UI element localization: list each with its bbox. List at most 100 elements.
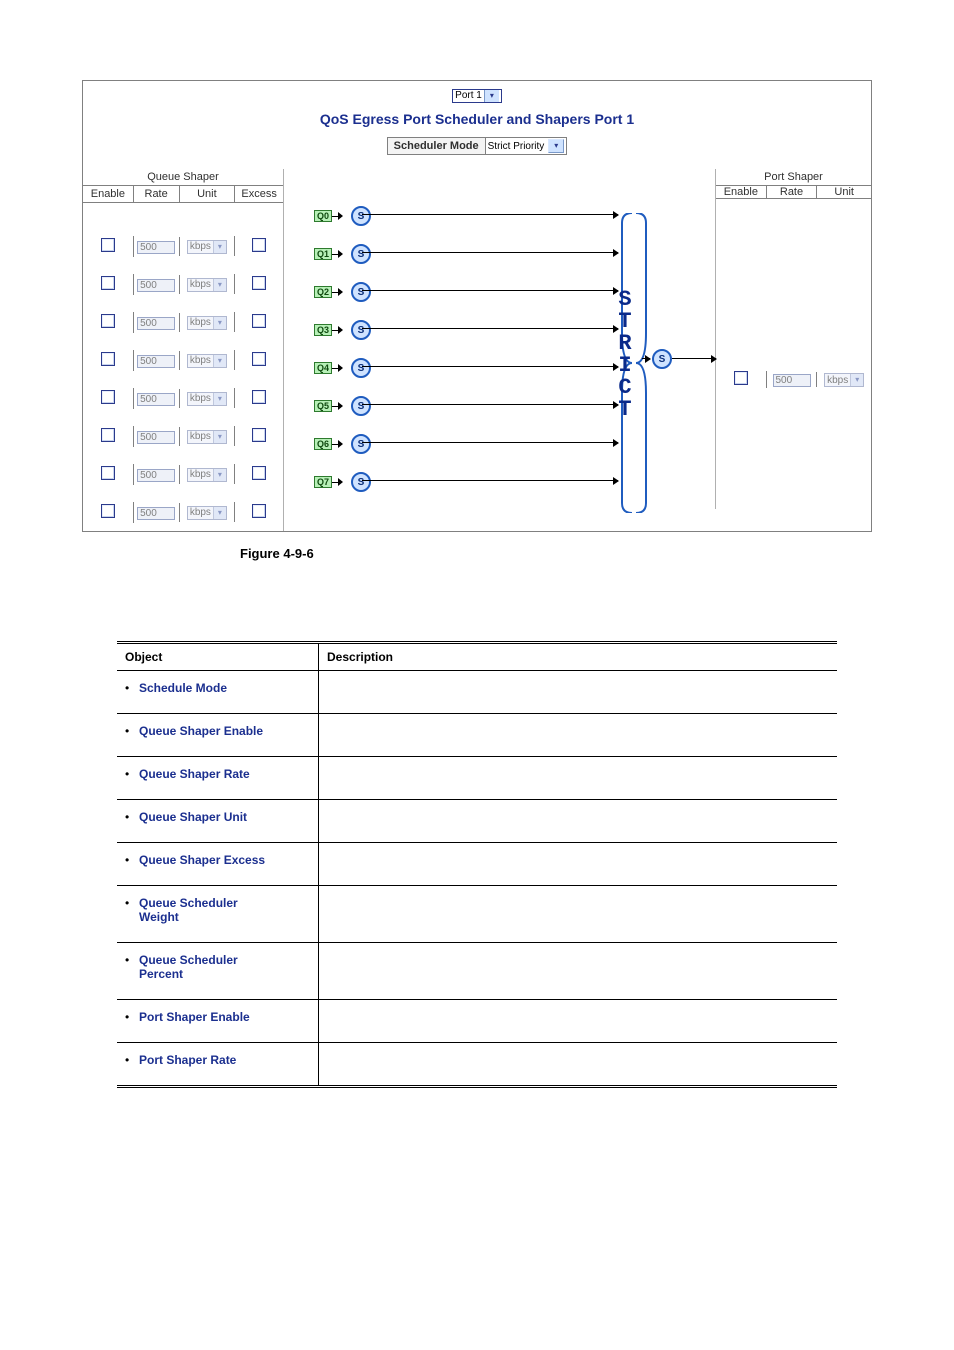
queue-enable-checkbox[interactable]	[101, 466, 115, 480]
cell-rate: 500	[134, 313, 180, 332]
queue-enable-checkbox[interactable]	[101, 504, 115, 518]
queue-unit-select[interactable]: kbps▾	[187, 316, 227, 330]
queue-shaper-rows: 500kbps▾500kbps▾500kbps▾500kbps▾500kbps▾…	[83, 203, 283, 531]
queue-shaper-title: Queue Shaper	[83, 169, 283, 186]
desc-object-cell: • Queue Shaper Excess	[117, 843, 319, 886]
cell-excess	[235, 388, 283, 409]
unit-value: kbps	[190, 469, 211, 480]
queue-enable-checkbox[interactable]	[101, 314, 115, 328]
queue-excess-checkbox[interactable]	[252, 238, 266, 252]
queue-rate-input[interactable]: 500	[137, 469, 175, 482]
queue-unit-select[interactable]: kbps▾	[187, 506, 227, 520]
scheduler-mode-value: Strict Priority	[488, 141, 545, 152]
queue-node: Q2S	[314, 282, 371, 302]
chevron-down-icon: ▾	[213, 317, 226, 329]
unit-value: kbps	[190, 393, 211, 404]
queue-enable-checkbox[interactable]	[101, 276, 115, 290]
cell-unit: kbps▾	[180, 236, 236, 256]
queue-rate-input[interactable]: 500	[137, 355, 175, 368]
cell-enable	[83, 388, 134, 409]
scheduler-mode-select[interactable]: Strict Priority ▾	[485, 137, 568, 155]
queue-unit-select[interactable]: kbps▾	[187, 240, 227, 254]
queue-unit-select[interactable]: kbps▾	[187, 354, 227, 368]
cell-unit: kbps▾	[180, 388, 236, 408]
cell-excess	[235, 312, 283, 333]
output-shaper-node: S	[652, 349, 672, 369]
port-shaper-unit-select[interactable]: kbps ▾	[824, 373, 864, 387]
port-shaper-rate-input[interactable]: 500	[773, 374, 811, 387]
queue-node: Q1S	[314, 244, 371, 264]
arrow-icon	[338, 250, 343, 258]
desc-description-cell	[319, 1000, 838, 1043]
port-shaper-enable-checkbox[interactable]	[734, 371, 748, 385]
desc-row: • Queue Shaper Enable	[117, 714, 837, 757]
queue-rate-input[interactable]: 500	[137, 431, 175, 444]
cell-enable	[83, 426, 134, 447]
unit-value: kbps	[190, 355, 211, 366]
description-table: Object Description • Schedule Mode • Que…	[117, 641, 837, 1088]
cell-excess	[235, 426, 283, 447]
strict-letter: R	[616, 333, 634, 355]
desc-row: • Port Shaper Rate	[117, 1043, 837, 1087]
scheduler-diagram: S T R I C T S Q0SQ1SQ2SQ3SQ4SQ5SQ6SQ7S	[284, 169, 715, 529]
queue-excess-checkbox[interactable]	[252, 314, 266, 328]
chevron-down-icon: ▾	[850, 374, 863, 386]
queue-shaper-row: 500 kbps▾	[83, 265, 283, 303]
queue-unit-select[interactable]: kbps▾	[187, 392, 227, 406]
queue-excess-checkbox[interactable]	[252, 504, 266, 518]
col-excess: Excess	[235, 186, 283, 202]
unit-value: kbps	[190, 317, 211, 328]
queue-excess-checkbox[interactable]	[252, 352, 266, 366]
queue-unit-select[interactable]: kbps▾	[187, 278, 227, 292]
queue-shaper-row: 500 kbps▾	[83, 341, 283, 379]
cell-enable	[716, 371, 767, 388]
cell-rate: 500	[767, 372, 818, 387]
cell-rate: 500	[134, 237, 180, 256]
shaper-node: S	[351, 358, 371, 378]
queue-rate-input[interactable]: 500	[137, 393, 175, 406]
queue-rate-input[interactable]: 500	[137, 241, 175, 254]
desc-header-row: Object Description	[117, 643, 837, 671]
queue-enable-checkbox[interactable]	[101, 390, 115, 404]
panel-top: Port 1 ▾ QoS Egress Port Scheduler and S…	[83, 81, 871, 169]
queue-enable-checkbox[interactable]	[101, 238, 115, 252]
queue-rate-input[interactable]: 500	[137, 279, 175, 292]
chevron-down-icon: ▾	[213, 469, 226, 481]
unit-value: kbps	[190, 507, 211, 518]
queue-shaper-table: Queue Shaper Enable Rate Unit Excess 500…	[83, 169, 284, 531]
port-shaper-header: Enable Rate Unit	[716, 186, 871, 199]
queue-shaper-row: 500 kbps▾	[83, 417, 283, 455]
col-rate: Rate	[134, 186, 180, 202]
arrow-icon	[338, 288, 343, 296]
col-enable: Enable	[716, 186, 767, 198]
connector-line	[362, 366, 618, 367]
queue-unit-select[interactable]: kbps▾	[187, 430, 227, 444]
arrow-icon	[338, 364, 343, 372]
unit-value: kbps	[190, 241, 211, 252]
desc-description-cell	[319, 1043, 838, 1087]
port-select[interactable]: Port 1 ▾	[452, 89, 502, 103]
queue-excess-checkbox[interactable]	[252, 428, 266, 442]
shaper-node: S	[351, 434, 371, 454]
chevron-down-icon: ▾	[213, 279, 226, 291]
queue-rate-input[interactable]: 500	[137, 507, 175, 520]
queue-excess-checkbox[interactable]	[252, 390, 266, 404]
shaper-node: S	[351, 206, 371, 226]
scheduler-mode-row: Scheduler Mode Strict Priority ▾	[387, 137, 568, 155]
desc-object-cell: • Queue SchedulerWeight	[117, 886, 319, 943]
unit-value: kbps	[827, 375, 848, 386]
desc-description-cell	[319, 800, 838, 843]
queue-label: Q0	[314, 210, 332, 222]
queue-label: Q5	[314, 400, 332, 412]
queue-excess-checkbox[interactable]	[252, 276, 266, 290]
queue-rate-input[interactable]: 500	[137, 317, 175, 330]
desc-description-cell	[319, 843, 838, 886]
queue-excess-checkbox[interactable]	[252, 466, 266, 480]
queue-shaper-row: 500 kbps▾	[83, 379, 283, 417]
queue-enable-checkbox[interactable]	[101, 352, 115, 366]
shaper-node: S	[351, 320, 371, 340]
cell-excess	[235, 236, 283, 257]
queue-shaper-header: Enable Rate Unit Excess	[83, 186, 283, 203]
queue-unit-select[interactable]: kbps▾	[187, 468, 227, 482]
queue-enable-checkbox[interactable]	[101, 428, 115, 442]
